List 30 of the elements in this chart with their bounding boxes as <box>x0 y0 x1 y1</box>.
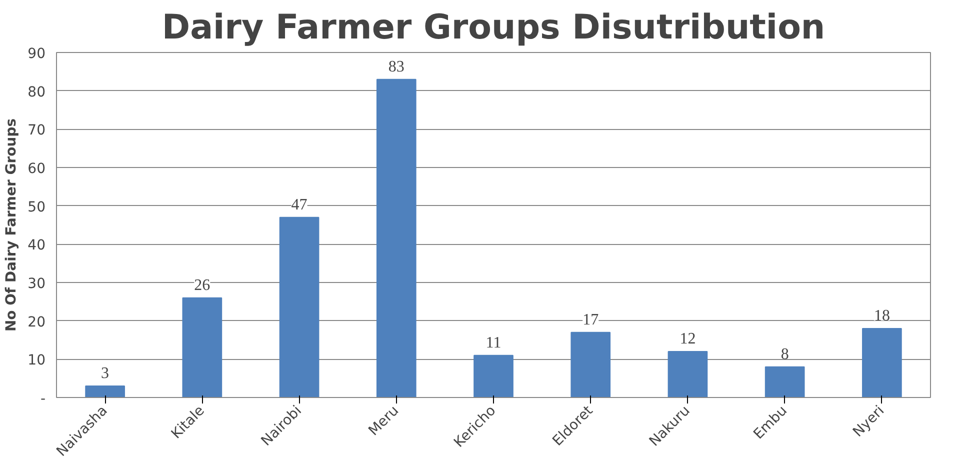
y-tick-label: 60 <box>28 161 46 177</box>
y-tick-label: - <box>40 391 46 407</box>
data-label: 8 <box>780 346 789 363</box>
y-tick-label: 70 <box>28 122 46 139</box>
bar <box>862 328 902 398</box>
y-tick-label: 90 <box>28 46 46 62</box>
bar <box>182 297 222 398</box>
data-label: 3 <box>101 365 110 382</box>
bar <box>85 386 125 398</box>
y-tick-label: 30 <box>28 276 46 292</box>
data-label: 18 <box>874 308 890 324</box>
bar <box>668 351 708 398</box>
y-tick-label: 40 <box>28 238 46 254</box>
bar <box>570 332 611 398</box>
data-label: 26 <box>194 276 210 294</box>
bar <box>376 78 416 398</box>
bar <box>279 216 320 398</box>
data-label: 12 <box>680 330 696 348</box>
bar <box>764 366 805 398</box>
y-tick-label: 20 <box>28 314 46 330</box>
y-tick-label: 10 <box>28 352 46 369</box>
y-tick-label: 80 <box>28 84 46 100</box>
y-tick-label: 50 <box>28 199 46 216</box>
y-axis-title: No Of Dairy Farmer Groups <box>4 118 20 332</box>
chart-title: Dairy Farmer Groups Disutribution <box>162 8 826 48</box>
data-label: 83 <box>388 58 404 76</box>
bar <box>474 354 514 398</box>
data-label: 11 <box>486 334 502 352</box>
data-label: 47 <box>291 196 308 214</box>
data-label: 17 <box>582 311 599 328</box>
